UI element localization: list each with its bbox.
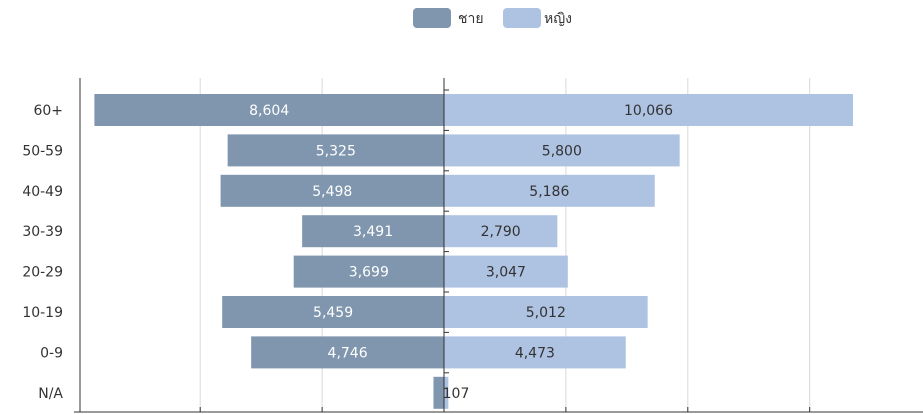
axes	[74, 78, 923, 413]
legend-swatch	[503, 8, 541, 28]
y-tick-label: 40-49	[22, 184, 63, 200]
bar-female	[444, 134, 680, 167]
bar-label-male: 5,459	[313, 305, 353, 321]
legend-label: ชาย	[458, 11, 484, 27]
bar-female	[444, 336, 626, 369]
bar-female	[444, 376, 449, 409]
legend-label: หญิง	[544, 11, 572, 27]
y-axis-ticks: 60+ 50-59 40-49 30-39 20-29 10-19 0-9 N/A	[22, 103, 63, 402]
legend: ชาย หญิง	[413, 8, 572, 28]
y-tick-label: 0-9	[40, 345, 63, 361]
bar-label-female: 10,066	[624, 103, 673, 119]
bar-label-male: 5,498	[312, 184, 352, 200]
bar-female	[444, 296, 648, 328]
bar-label-male: 3,491	[353, 224, 393, 240]
y-tick-label: 30-39	[22, 224, 63, 240]
bar-female	[444, 255, 568, 288]
bar-male	[302, 215, 444, 248]
bar-label-female: 5,012	[526, 305, 566, 321]
bar-male	[433, 376, 444, 409]
bar-female	[444, 94, 853, 126]
bar-label-female: 2,790	[481, 224, 521, 240]
bars	[94, 94, 853, 409]
bar-male	[251, 336, 444, 369]
y-tick-label: 50-59	[22, 143, 63, 159]
bar-label-male: 4,746	[328, 345, 368, 361]
legend-swatch	[413, 8, 451, 28]
bar-male	[227, 134, 444, 167]
bar-label-female: 3,047	[486, 265, 526, 281]
bar-label-male: 8,604	[249, 103, 289, 119]
legend-item-female[interactable]: หญิง	[503, 8, 572, 28]
y-tick-label: N/A	[38, 386, 63, 402]
bar-labels: 8,604 10,066 5,325 5,800 5,498 5,186 3,491 2,79…	[249, 103, 673, 402]
y-tick-label: 20-29	[22, 265, 63, 281]
y-tick-label: 10-19	[22, 305, 63, 321]
bar-male	[94, 94, 444, 126]
bar-label-female: 107	[443, 386, 470, 402]
bar-male	[220, 174, 444, 207]
bar-label-female: 5,186	[529, 184, 569, 200]
bar-female	[444, 215, 558, 248]
bar-male	[293, 255, 444, 288]
bar-label-male: 5,325	[316, 143, 356, 159]
bar-label-male: 3,699	[349, 265, 389, 281]
bar-label-female: 4,473	[515, 345, 555, 361]
legend-item-male[interactable]: ชาย	[413, 8, 484, 28]
bar-female	[444, 174, 655, 207]
bar-male	[222, 296, 444, 328]
y-tick-label: 60+	[33, 103, 63, 119]
bar-label-female: 5,800	[542, 143, 582, 159]
